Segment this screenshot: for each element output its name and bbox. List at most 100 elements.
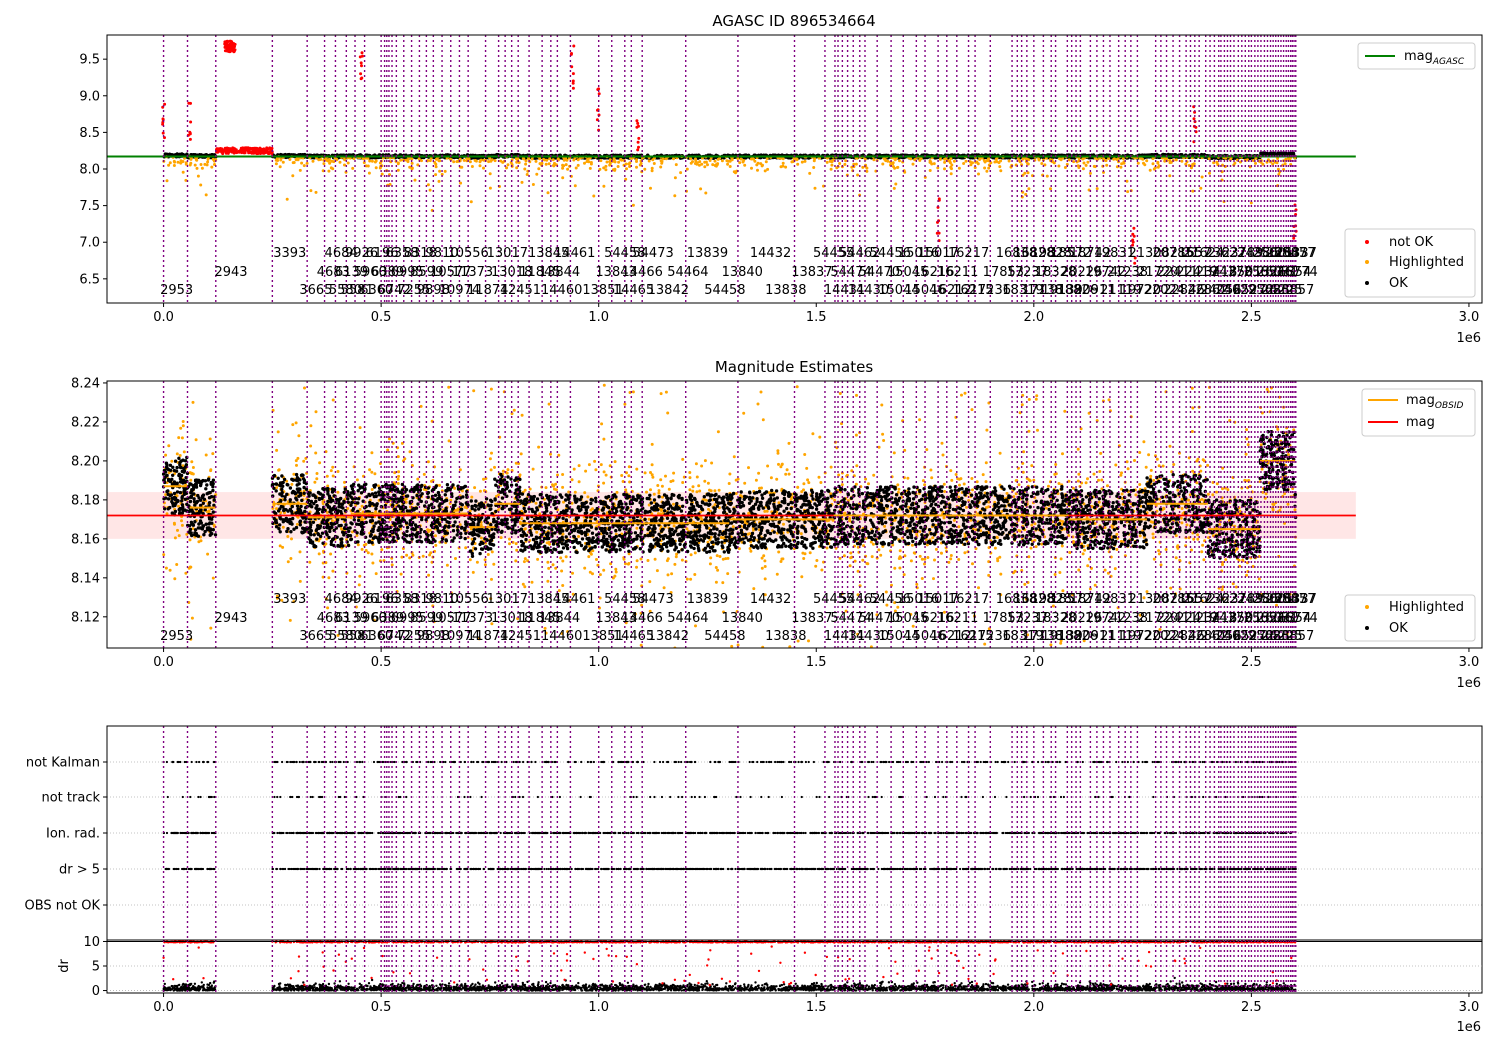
x-tick-label: 0.0	[153, 310, 174, 325]
obsid-label: 54473	[632, 592, 673, 607]
obsid-label: 22862	[1187, 629, 1228, 644]
obsid-label: 15016	[898, 246, 939, 261]
obsid-label: 15044	[878, 629, 919, 644]
obsid-label: 54473	[632, 246, 673, 261]
panel1-x-offset: 1e6	[1456, 331, 1481, 346]
x-tick-label: 2.0	[1023, 1000, 1044, 1015]
obsid-label: 25001	[1252, 246, 1293, 261]
obsid-label: 13837	[791, 265, 832, 280]
obsid-label: 16217	[948, 246, 989, 261]
y-tick-label: 8.20	[71, 454, 100, 469]
x-tick-label: 3.0	[1459, 1000, 1480, 1015]
obsid-label: 14461	[554, 592, 595, 607]
x-tick-label: 1.0	[588, 1000, 609, 1015]
obsid-label: 14466	[622, 611, 663, 626]
obsid-label: 17138	[1022, 629, 1063, 644]
panel4-plot-area	[107, 940, 1482, 993]
obsid-label: 14465	[613, 629, 654, 644]
obsid-label: 5581	[341, 283, 374, 298]
obsid-label: 21657	[1170, 246, 1211, 261]
obsid-label: 22846	[1163, 283, 1204, 298]
x-tick-label: 1.5	[806, 1000, 827, 1015]
obsid-label: 6389	[371, 265, 404, 280]
y-tick-label: 8.5	[79, 126, 100, 141]
panel4-axes: 0.0 0.5 1.0 1.5 2.0 2.5 3.0 0 5 10	[83, 935, 1479, 1015]
obsid-label: 14430	[848, 283, 889, 298]
legend2-highlighted-marker	[1365, 605, 1369, 609]
y-tick-label: 8.12	[71, 610, 100, 625]
obsid-label: 14466	[622, 265, 663, 280]
obsid-label: 21657	[1170, 592, 1211, 607]
obsid-label: 19720	[1120, 629, 1161, 644]
obsid-label: 4683	[317, 265, 350, 280]
obsid-label: 3393	[273, 592, 306, 607]
obsid-label: 15017	[917, 592, 958, 607]
obsid-label: 26337	[1276, 592, 1317, 607]
obsid-label: 19828	[1031, 592, 1072, 607]
y-tick-label: 10	[83, 935, 100, 950]
obsid-label: 3665	[299, 283, 332, 298]
obsid-label: 23789	[1222, 592, 1263, 607]
panel-flags: not Kalman not track Ion. rad. dr > 5 OBS no…	[25, 725, 1483, 994]
panel1-frame	[106, 34, 1483, 304]
obsid-label: 10974	[439, 629, 480, 644]
obsid-label: 18742	[1070, 592, 1111, 607]
obsid-label: 6995	[391, 265, 424, 280]
obsid-label: 14431	[824, 283, 865, 298]
obsid-label: 13845	[528, 246, 569, 261]
obsid-label: 18742	[1070, 246, 1111, 261]
obsid-label: 26854	[1270, 611, 1311, 626]
obsid-label: 23627	[1205, 592, 1246, 607]
panel-dr: 0.0 0.5 1.0 1.5 2.0 2.5 3.0 0 5 10 dr 1e6	[57, 935, 1482, 1035]
obsid-label: 19831	[1094, 592, 1135, 607]
obsid-label: 2953	[160, 283, 193, 298]
obsid-label: 10556	[447, 592, 488, 607]
obsid-label: 26854	[1270, 265, 1311, 280]
obsid-label: 25683	[1248, 629, 1289, 644]
x-tick-label: 2.5	[1241, 655, 1262, 670]
x-tick-label: 0.0	[153, 1000, 174, 1015]
x-tick-label: 0.5	[371, 655, 392, 670]
obsid-label: 16217	[948, 592, 989, 607]
obsid-label: 21308	[1128, 592, 1169, 607]
obsid-label: 10577	[430, 611, 471, 626]
obsid-label: 15046	[904, 629, 945, 644]
legend-highlighted-label: Highlighted	[1389, 255, 1464, 270]
obsid-label: 10577	[430, 265, 471, 280]
obsid-label: 22024	[1144, 283, 1185, 298]
obsid-label: 15046	[904, 283, 945, 298]
ok-points	[161, 430, 1298, 560]
obsid-label: 14430	[848, 629, 889, 644]
obsid-label: 4683	[317, 611, 350, 626]
obsid-label: 25654	[1244, 265, 1285, 280]
obsid-label: 18328	[1035, 611, 1076, 626]
legend2-ok-marker	[1365, 626, 1369, 630]
obsid-label: 21624	[1183, 246, 1224, 261]
x-tick-label: 0.0	[153, 655, 174, 670]
obsid-label: 22024	[1144, 629, 1185, 644]
dr-ok-points	[162, 976, 1297, 992]
obsid-label: 6742	[378, 283, 411, 298]
panel3-plot-area	[107, 726, 1482, 939]
obsid-label: 20226	[1061, 265, 1102, 280]
obsid-label: 13839	[687, 592, 728, 607]
panel2-legend-bottom: Highlighted OK	[1344, 594, 1476, 642]
y-tick-label: 0	[92, 984, 100, 999]
obsid-label: 21720	[1137, 265, 1178, 280]
obsid-label: 54456	[870, 246, 911, 261]
obsid-label: 54462	[839, 592, 880, 607]
obsid-label: 22846	[1163, 629, 1204, 644]
obsid-label: 18826	[1057, 283, 1098, 298]
y-tick-label: 7.0	[79, 236, 100, 251]
y-tick-label: 8.18	[71, 493, 100, 508]
x-tick-label: 3.0	[1459, 655, 1480, 670]
legend-agasc-label: magAGASC	[1404, 49, 1465, 67]
obsid-label: 10556	[447, 246, 488, 261]
obsid-label: 24386	[1237, 246, 1278, 261]
legend-notok-marker	[1365, 240, 1369, 244]
obsid-label: 20785	[1152, 592, 1193, 607]
obsid-label: 2943	[214, 265, 247, 280]
obsid-label: 5580	[329, 629, 362, 644]
x-tick-label: 3.0	[1459, 310, 1480, 325]
